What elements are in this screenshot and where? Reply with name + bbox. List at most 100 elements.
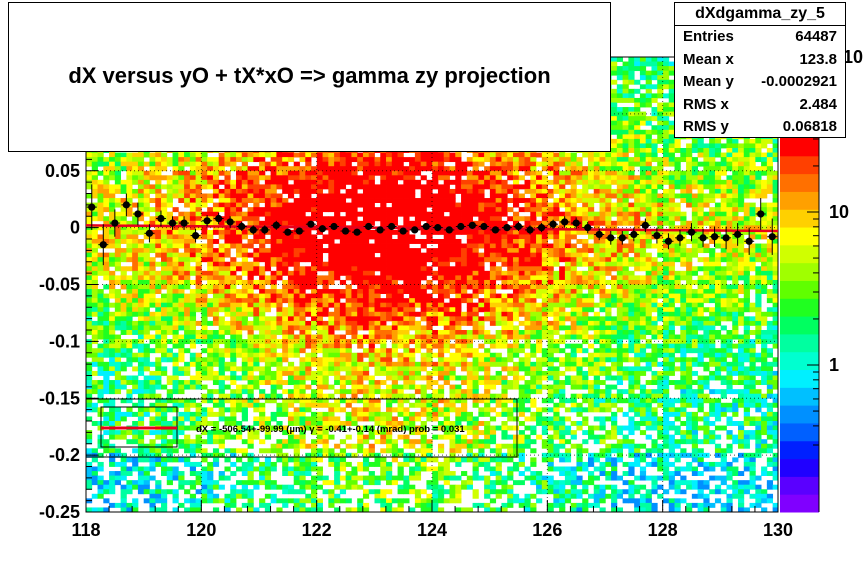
heat-cell xyxy=(293,239,300,244)
heat-cell xyxy=(351,411,358,417)
heat-cell xyxy=(403,266,410,272)
heat-cell xyxy=(311,252,318,258)
heat-cell xyxy=(276,161,283,167)
heat-cell xyxy=(259,348,266,354)
heat-cell xyxy=(166,198,173,203)
heat-cell xyxy=(293,320,300,326)
heat-cell xyxy=(386,402,393,408)
heat-cell xyxy=(362,480,370,486)
heat-cell xyxy=(391,229,398,235)
heat-cell xyxy=(293,439,300,445)
heat-cell xyxy=(362,416,370,422)
heat-cell xyxy=(189,252,197,258)
heat-cell xyxy=(201,220,208,226)
heat-cell xyxy=(357,234,364,240)
heat-cell xyxy=(334,252,341,258)
heat-cell xyxy=(247,184,254,190)
heat-cell xyxy=(241,293,248,299)
heat-cell xyxy=(264,184,272,190)
heat-cell xyxy=(368,293,375,299)
heat-cell xyxy=(386,448,393,454)
heat-cell xyxy=(126,389,133,395)
heat-cell xyxy=(218,352,225,358)
heat-cell xyxy=(241,439,248,445)
heat-cell xyxy=(189,402,197,408)
heat-cell xyxy=(397,234,404,240)
heat-cell xyxy=(368,161,375,167)
heat-cell xyxy=(166,380,173,385)
heat-cell xyxy=(386,330,393,335)
heat-cell xyxy=(236,330,243,335)
heat-cell xyxy=(414,384,422,390)
heat-cell xyxy=(259,184,266,190)
heat-cell xyxy=(120,343,127,349)
heat-cell xyxy=(230,343,237,349)
heat-cell xyxy=(230,402,237,408)
heat-cell xyxy=(287,361,295,367)
heat-cell xyxy=(259,266,266,272)
heat-cell xyxy=(316,293,323,299)
heat-cell xyxy=(91,507,98,512)
heat-cell xyxy=(351,357,358,363)
heat-cell xyxy=(201,357,208,363)
heat-cell xyxy=(397,325,404,331)
heat-cell xyxy=(270,248,277,254)
heat-cell xyxy=(403,489,410,495)
heat-cell xyxy=(103,229,110,235)
heat-cell xyxy=(282,334,289,340)
heat-cell xyxy=(161,334,168,340)
heat-cell xyxy=(420,507,427,512)
heat-cell xyxy=(339,239,347,244)
heat-cell xyxy=(293,248,300,254)
heat-cell xyxy=(380,471,387,476)
heat-cell xyxy=(409,375,416,381)
heat-cell xyxy=(236,279,243,285)
heat-cell xyxy=(155,507,162,512)
heat-cell xyxy=(103,179,110,185)
heat-cell xyxy=(397,357,404,363)
heat-cell xyxy=(247,166,254,172)
heat-cell xyxy=(328,457,335,463)
heat-cell xyxy=(264,302,272,308)
heat-cell xyxy=(132,261,139,267)
heat-cell xyxy=(236,466,243,472)
heat-cell xyxy=(120,234,127,240)
heat-cell xyxy=(351,170,358,176)
heat-cell xyxy=(322,357,329,363)
heat-cell xyxy=(137,366,145,372)
heat-cell xyxy=(109,484,116,490)
heat-cell xyxy=(109,411,116,417)
heat-cell xyxy=(264,175,272,181)
heat-cell xyxy=(328,289,335,294)
heat-cell xyxy=(155,248,162,254)
heat-cell xyxy=(184,361,191,367)
heat-cell xyxy=(328,502,335,508)
heat-cell xyxy=(103,430,110,436)
heat-cell xyxy=(311,361,318,367)
heat-cell xyxy=(316,266,323,272)
heat-cell xyxy=(397,311,404,317)
heat-cell xyxy=(97,270,104,276)
heat-cell xyxy=(316,179,323,185)
heat-cell xyxy=(172,384,179,390)
heat-cell xyxy=(403,348,410,354)
heat-cell xyxy=(166,289,173,294)
heat-cell xyxy=(218,225,225,231)
heat-cell xyxy=(86,216,93,222)
heat-cell xyxy=(351,302,358,308)
heat-cell xyxy=(109,325,116,331)
heat-cell xyxy=(334,480,341,486)
heat-cell xyxy=(155,202,162,208)
heat-cell xyxy=(339,266,347,272)
heat-cell xyxy=(403,234,410,240)
heat-cell xyxy=(414,202,422,208)
heat-cell xyxy=(207,393,214,399)
heat-cell xyxy=(287,284,295,290)
heat-cell xyxy=(409,170,416,176)
heat-cell xyxy=(120,179,127,185)
heat-cell xyxy=(386,475,393,481)
heat-cell xyxy=(368,471,375,476)
heat-cell xyxy=(126,320,133,326)
heat-cell xyxy=(339,366,347,372)
heat-cell xyxy=(97,507,104,512)
